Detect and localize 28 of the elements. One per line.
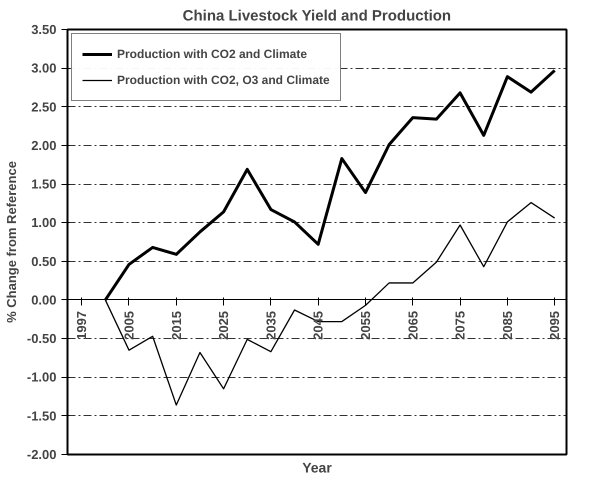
x-axis-title: Year — [302, 460, 332, 476]
legend-label: Production with CO2 and Climate — [117, 47, 308, 61]
x-tick-label: 2075 — [452, 310, 468, 340]
x-tick-label: 2085 — [500, 310, 515, 340]
y-tick-label: 0.50 — [31, 254, 57, 269]
x-tick-label: 2035 — [263, 310, 278, 340]
y-tick-label: 2.00 — [31, 138, 57, 153]
y-axis-title: % Change from Reference — [4, 161, 19, 323]
legend-label: Production with CO2, O3 and Climate — [117, 73, 330, 87]
x-tick-label: 1997 — [74, 310, 90, 340]
y-tick-label: -1.00 — [26, 370, 57, 385]
y-tick-label: -0.50 — [26, 331, 57, 346]
y-tick-label: 0.00 — [31, 292, 57, 308]
x-tick-label: 2005 — [121, 310, 136, 340]
chart-title: China Livestock Yield and Production — [182, 8, 452, 24]
y-tick-label: 1.00 — [31, 215, 57, 230]
x-tick-label: 2025 — [216, 310, 232, 340]
x-tick-label: 2065 — [405, 310, 420, 340]
y-tick-label: 3.00 — [31, 60, 57, 76]
x-tick-label: 2015 — [168, 310, 184, 340]
x-tick-label: 2045 — [310, 310, 326, 340]
y-tick-label: 1.50 — [31, 176, 57, 192]
y-tick-label: 3.50 — [31, 22, 57, 37]
y-tick-label: -2.00 — [26, 447, 57, 462]
x-tick-label: 2055 — [358, 310, 373, 340]
y-tick-label: 2.50 — [31, 99, 57, 114]
x-tick-label: 2095 — [547, 310, 562, 340]
y-tick-label: -1.50 — [26, 408, 57, 424]
